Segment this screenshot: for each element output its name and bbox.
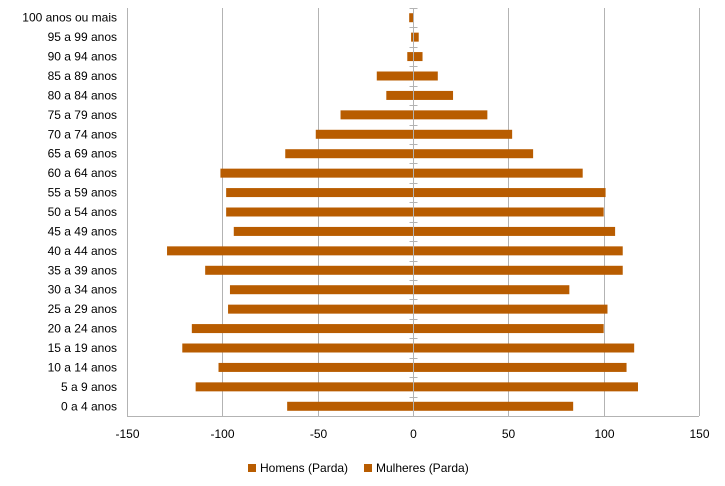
bar-mulheres-20: [413, 401, 574, 411]
category-label: 45 a 49 anos: [48, 224, 117, 238]
bar-homens-8: [220, 168, 413, 178]
x-tick-label: -150: [115, 427, 139, 441]
bar-homens-2: [407, 52, 413, 62]
category-label: 55 a 59 anos: [48, 186, 117, 200]
bar-mulheres-6: [413, 129, 513, 139]
bar-homens-20: [287, 401, 413, 411]
x-tick-label: 50: [502, 427, 516, 441]
category-label: 75 a 79 anos: [48, 108, 117, 122]
bar-mulheres-11: [413, 226, 616, 236]
legend-label-homens: Homens (Parda): [260, 461, 349, 475]
category-label: 70 a 74 anos: [48, 127, 117, 141]
legend-item-homens: Homens (Parda): [248, 461, 348, 475]
category-label: 85 a 89 anos: [48, 69, 117, 83]
bar-mulheres-5: [413, 110, 488, 120]
category-label: 20 a 24 anos: [48, 322, 117, 336]
x-tick-label: 100: [594, 427, 614, 441]
x-tick-label: -50: [310, 427, 328, 441]
legend-swatch-mulheres: [364, 464, 372, 472]
bar-homens-3: [376, 71, 413, 81]
x-tick-label: 150: [689, 427, 709, 441]
bar-homens-15: [228, 304, 413, 314]
bar-homens-12: [167, 246, 413, 256]
category-label: 0 a 4 anos: [61, 399, 117, 413]
x-tick-label: -100: [210, 427, 234, 441]
bar-mulheres-4: [413, 90, 454, 100]
bar-homens-18: [218, 362, 413, 372]
legend-swatch-homens: [248, 464, 256, 472]
bar-mulheres-8: [413, 168, 583, 178]
category-label: 60 a 64 anos: [48, 166, 117, 180]
bar-mulheres-17: [413, 343, 635, 353]
bar-mulheres-14: [413, 285, 570, 295]
bar-homens-6: [315, 129, 413, 139]
legend-item-mulheres: Mulheres (Parda): [364, 461, 469, 475]
x-tick-label: 0: [410, 427, 417, 441]
bar-homens-16: [191, 324, 413, 334]
bar-homens-17: [182, 343, 413, 353]
bar-mulheres-15: [413, 304, 608, 314]
bar-mulheres-2: [413, 52, 423, 62]
bar-homens-5: [340, 110, 413, 120]
category-label: 35 a 39 anos: [48, 263, 117, 277]
bar-homens-13: [205, 265, 413, 275]
category-label: 30 a 34 anos: [48, 283, 117, 297]
category-label: 10 a 14 anos: [48, 360, 117, 374]
category-label: 90 a 94 anos: [48, 50, 117, 64]
category-label: 80 a 84 anos: [48, 88, 117, 102]
bar-mulheres-3: [413, 71, 438, 81]
category-label: 25 a 29 anos: [48, 302, 117, 316]
bar-mulheres-19: [413, 382, 638, 392]
legend-label-mulheres: Mulheres (Parda): [376, 461, 469, 475]
category-label: 100 anos ou mais: [22, 11, 117, 25]
bar-homens-7: [285, 149, 413, 159]
bar-mulheres-18: [413, 362, 627, 372]
bar-mulheres-13: [413, 265, 623, 275]
label-layer: -150 -100 -50 0 50 100 150 100 anos ou mais 95 a…: [22, 11, 710, 441]
bar-mulheres-1: [413, 32, 419, 42]
bar-mulheres-16: [413, 324, 604, 334]
category-label: 95 a 99 anos: [48, 30, 117, 44]
bar-homens-14: [229, 285, 413, 295]
category-label: 50 a 54 anos: [48, 205, 117, 219]
bar-homens-10: [226, 207, 413, 217]
bar-mulheres-10: [413, 207, 604, 217]
bar-mulheres-7: [413, 149, 534, 159]
bar-homens-11: [233, 226, 413, 236]
bar-mulheres-9: [413, 188, 606, 198]
category-label: 15 a 19 anos: [48, 341, 117, 355]
bar-homens-0: [409, 13, 413, 23]
bar-mulheres-12: [413, 246, 623, 256]
category-label: 5 a 9 anos: [61, 380, 117, 394]
bar-homens-19: [195, 382, 413, 392]
category-label: 65 a 69 anos: [48, 147, 117, 161]
bar-homens-9: [226, 188, 413, 198]
bar-layer: [167, 13, 638, 411]
category-label: 40 a 44 anos: [48, 244, 117, 258]
axis-layer: [127, 8, 699, 417]
bar-homens-4: [386, 90, 413, 100]
bar-homens-1: [411, 32, 413, 42]
